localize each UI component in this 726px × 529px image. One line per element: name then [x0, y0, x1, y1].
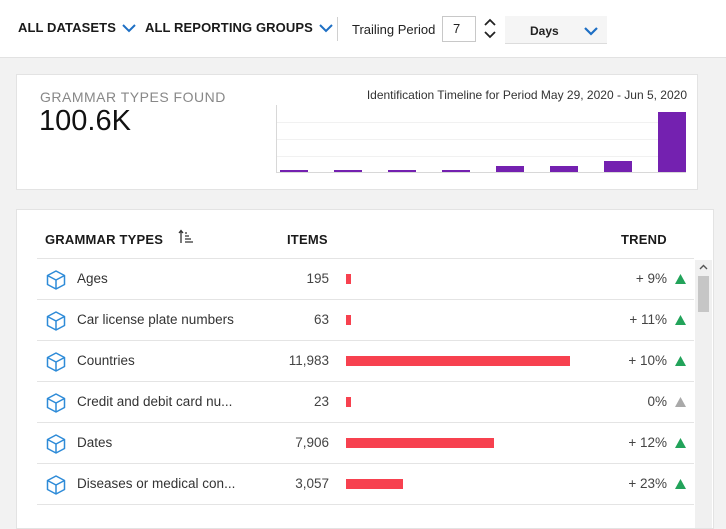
scroll-up-icon[interactable] — [699, 264, 708, 270]
timeline-title: Identification Timeline for Period May 2… — [366, 88, 687, 102]
vertical-scrollbar[interactable] — [695, 260, 712, 528]
divider — [337, 17, 338, 41]
timeline-bar — [604, 161, 632, 172]
timeline-bar — [334, 170, 362, 172]
trailing-period-label: Trailing Period — [352, 22, 436, 37]
trend-flat-icon — [675, 397, 686, 407]
cube-icon — [46, 311, 66, 331]
grammar-type-name: Credit and debit card nu... — [77, 394, 233, 409]
table-row[interactable]: Car license plate numbers 63 + 11% — [37, 299, 694, 340]
trend-value: + 10% — [628, 353, 667, 368]
timeline-bar — [658, 112, 686, 172]
item-count: 11,983 — [288, 353, 329, 368]
trend-up-icon — [675, 356, 686, 366]
period-unit-value: Days — [530, 24, 559, 38]
table-row[interactable] — [37, 504, 694, 514]
chevron-down-icon — [122, 23, 136, 32]
timeline-bar — [496, 166, 524, 172]
gridline — [276, 139, 686, 140]
item-count-bar — [346, 397, 351, 407]
cube-icon — [46, 434, 66, 454]
trailing-period-input[interactable]: 7 — [442, 16, 476, 42]
item-count-bar — [346, 315, 351, 325]
grammar-type-name: Ages — [77, 271, 108, 286]
item-count-bar — [346, 274, 351, 284]
increment-button[interactable] — [482, 15, 498, 28]
reporting-groups-dropdown[interactable]: ALL REPORTING GROUPS — [145, 20, 333, 35]
table-row[interactable]: Countries 11,983 + 10% — [37, 340, 694, 381]
item-count: 3,057 — [295, 476, 329, 491]
chevron-up-icon — [484, 18, 496, 26]
grammar-type-name: Car license plate numbers — [77, 312, 234, 327]
grammar-types-table: GRAMMAR TYPES ITEMS TREND Ages 195 + 9% Car… — [16, 209, 714, 529]
trend-up-icon — [675, 479, 686, 489]
item-count-bar — [346, 479, 403, 489]
column-header-grammar-types[interactable]: GRAMMAR TYPES — [45, 232, 164, 247]
sort-ascending-icon[interactable] — [178, 229, 194, 245]
summary-card: GRAMMAR TYPES FOUND 100.6K Identificatio… — [16, 74, 698, 190]
trend-value: + 12% — [628, 435, 667, 450]
cube-icon — [46, 393, 66, 413]
scrollbar-thumb[interactable] — [698, 276, 709, 312]
timeline-bar — [280, 170, 308, 172]
column-header-trend[interactable]: TREND — [621, 232, 667, 247]
grammar-type-name: Countries — [77, 353, 135, 368]
timeline-bar — [550, 166, 578, 172]
item-count: 23 — [313, 394, 329, 409]
timeline-bar — [442, 170, 470, 172]
cube-icon — [46, 475, 66, 495]
table-row[interactable]: Dates 7,906 + 12% — [37, 422, 694, 463]
x-axis — [276, 172, 686, 173]
summary-title: GRAMMAR TYPES FOUND — [40, 89, 226, 105]
summary-value: 100.6K — [39, 105, 131, 137]
chevron-down-icon — [484, 30, 496, 38]
trend-up-icon — [675, 315, 686, 325]
trend-value: + 9% — [635, 271, 667, 286]
trend-value: + 23% — [628, 476, 667, 491]
item-count-bar — [346, 356, 570, 366]
item-count: 63 — [313, 312, 329, 327]
filter-bar: ALL DATASETS ALL REPORTING GROUPS Traili… — [0, 0, 726, 58]
column-header-items[interactable]: ITEMS — [287, 232, 328, 247]
trend-value: + 11% — [629, 312, 667, 327]
grammar-type-name: Diseases or medical con... — [77, 476, 236, 491]
table-row[interactable]: Diseases or medical con... 3,057 + 23% — [37, 463, 694, 504]
trend-up-icon — [675, 274, 686, 284]
cube-icon — [46, 270, 66, 290]
timeline-bar — [388, 170, 416, 172]
reporting-groups-label: ALL REPORTING GROUPS — [145, 20, 313, 35]
item-count-bar — [346, 438, 494, 448]
identification-timeline-chart — [276, 105, 686, 173]
chevron-down-icon — [319, 23, 333, 32]
trend-value: 0% — [647, 394, 667, 409]
gridline — [276, 156, 686, 157]
item-count: 195 — [306, 271, 329, 286]
datasets-label: ALL DATASETS — [18, 20, 116, 35]
table-row[interactable]: Credit and debit card nu... 23 0% — [37, 381, 694, 422]
trend-up-icon — [675, 438, 686, 448]
decrement-button[interactable] — [482, 28, 498, 41]
item-count: 7,906 — [295, 435, 329, 450]
chevron-down-icon — [584, 27, 598, 36]
grammar-type-name: Dates — [77, 435, 113, 450]
period-unit-select[interactable]: Days — [505, 16, 607, 44]
datasets-dropdown[interactable]: ALL DATASETS — [18, 20, 136, 35]
cube-icon — [46, 352, 66, 372]
gridline — [276, 122, 686, 123]
table-body: Ages 195 + 9% Car license plate numbers 63 + … — [37, 258, 694, 514]
trailing-period-stepper — [482, 15, 498, 43]
table-row[interactable]: Ages 195 + 9% — [37, 258, 694, 299]
y-axis — [276, 105, 277, 173]
